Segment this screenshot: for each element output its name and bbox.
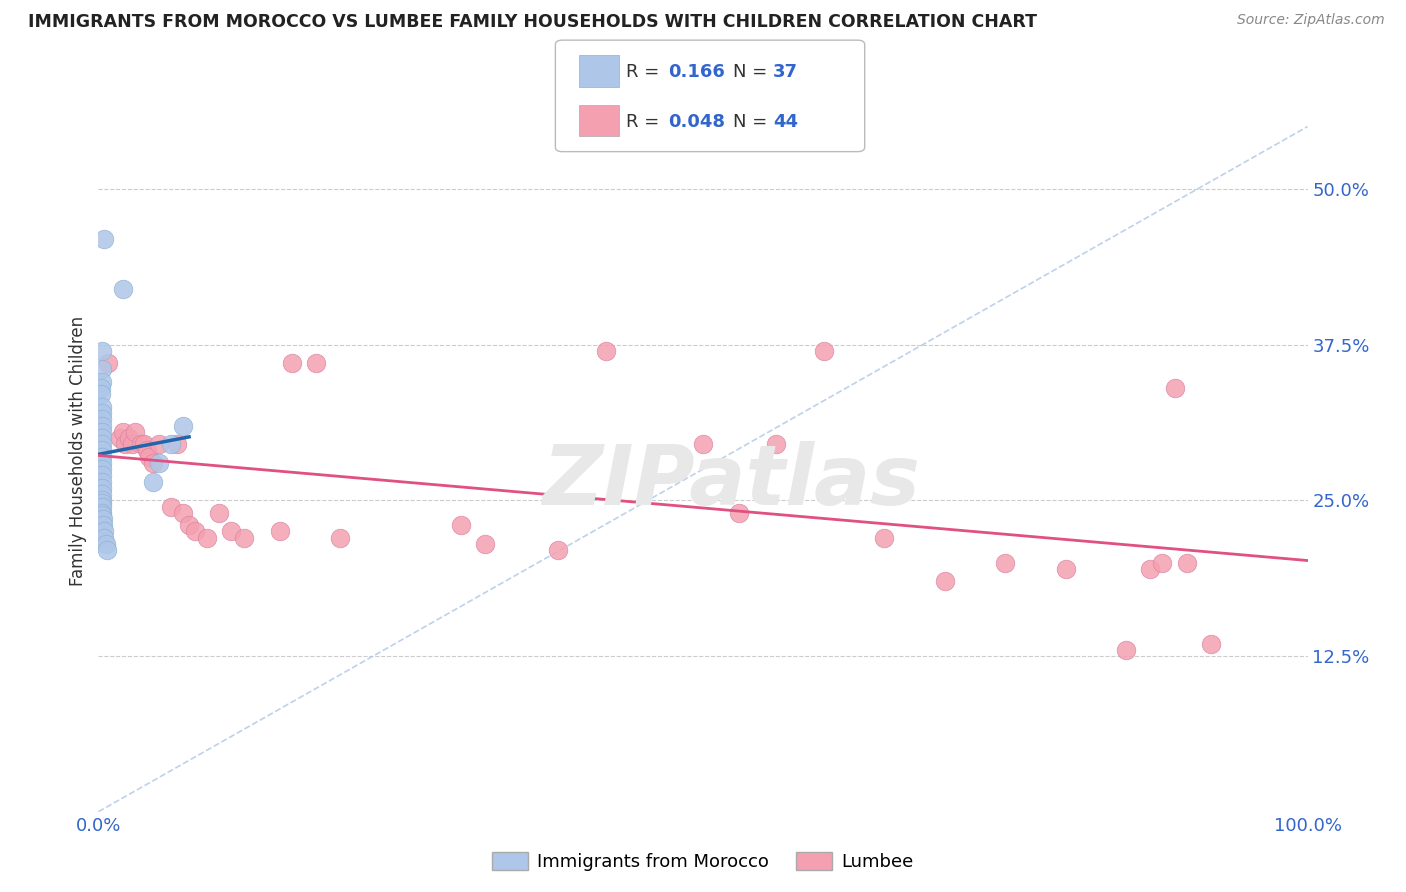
Text: 0.048: 0.048	[668, 113, 725, 131]
Point	[305, 356, 328, 370]
Text: 0.166: 0.166	[668, 63, 724, 81]
Point	[97, 356, 120, 370]
Point	[91, 487, 114, 501]
Point	[134, 437, 156, 451]
Point	[90, 381, 112, 395]
Point	[91, 450, 114, 464]
Point	[91, 437, 114, 451]
Point	[934, 574, 956, 589]
Text: IMMIGRANTS FROM MOROCCO VS LUMBEE FAMILY HOUSEHOLDS WITH CHILDREN CORRELATION CH: IMMIGRANTS FROM MOROCCO VS LUMBEE FAMILY…	[28, 13, 1038, 31]
Point	[160, 500, 183, 514]
Point	[873, 531, 896, 545]
Point	[329, 531, 352, 545]
Point	[138, 450, 160, 464]
Point	[91, 506, 114, 520]
Point	[91, 400, 114, 414]
Point	[195, 531, 218, 545]
Point	[91, 425, 114, 439]
Point	[91, 475, 114, 489]
Point	[1163, 381, 1185, 395]
Point	[93, 531, 115, 545]
Point	[148, 437, 170, 451]
Point	[91, 493, 114, 508]
Point	[1199, 636, 1222, 650]
Point	[1054, 562, 1077, 576]
Point	[91, 443, 114, 458]
Point	[91, 481, 114, 495]
Text: R =: R =	[626, 113, 665, 131]
Point	[692, 437, 714, 451]
Point	[269, 524, 291, 539]
Point	[142, 475, 165, 489]
Point	[1152, 556, 1174, 570]
Point	[765, 437, 787, 451]
Point	[1139, 562, 1161, 576]
Point	[108, 431, 131, 445]
Text: Source: ZipAtlas.com: Source: ZipAtlas.com	[1237, 13, 1385, 28]
Legend: Immigrants from Morocco, Lumbee: Immigrants from Morocco, Lumbee	[485, 845, 921, 879]
Point	[91, 412, 114, 426]
Point	[221, 524, 243, 539]
Point	[93, 524, 115, 539]
Point	[160, 437, 183, 451]
Point	[111, 281, 134, 295]
Point	[91, 496, 114, 510]
Point	[111, 425, 134, 439]
Point	[232, 531, 254, 545]
Point	[90, 387, 112, 401]
Point	[91, 431, 114, 445]
Point	[135, 443, 157, 458]
Point	[1175, 556, 1198, 570]
Point	[1115, 642, 1137, 657]
Point	[93, 232, 115, 246]
Point	[728, 506, 751, 520]
Point	[91, 375, 114, 389]
Point	[91, 456, 114, 470]
Point	[208, 506, 231, 520]
Point	[124, 425, 146, 439]
Point	[91, 362, 114, 376]
Point	[450, 518, 472, 533]
Point	[96, 543, 118, 558]
Point	[281, 356, 304, 370]
Text: N =: N =	[733, 113, 772, 131]
Text: ZIPatlas: ZIPatlas	[543, 442, 920, 522]
Point	[172, 506, 194, 520]
Point	[91, 508, 114, 523]
Point	[121, 437, 143, 451]
Point	[184, 524, 207, 539]
Point	[547, 543, 569, 558]
Point	[114, 437, 136, 451]
Point	[91, 468, 114, 483]
Point	[94, 537, 117, 551]
Point	[142, 456, 165, 470]
Point	[91, 406, 114, 420]
Point	[91, 418, 114, 433]
Text: 44: 44	[773, 113, 799, 131]
Point	[474, 537, 496, 551]
Text: 37: 37	[773, 63, 799, 81]
Point	[148, 456, 170, 470]
Point	[994, 556, 1017, 570]
Point	[595, 343, 617, 358]
Point	[91, 500, 114, 514]
Point	[129, 437, 152, 451]
Point	[91, 518, 114, 533]
Point	[91, 343, 114, 358]
Y-axis label: Family Households with Children: Family Households with Children	[69, 316, 87, 585]
Point	[91, 512, 114, 526]
Point	[118, 431, 141, 445]
Point	[166, 437, 188, 451]
Point	[172, 418, 194, 433]
Point	[179, 518, 201, 533]
Point	[813, 343, 835, 358]
Text: R =: R =	[626, 63, 665, 81]
Point	[91, 462, 114, 476]
Text: N =: N =	[733, 63, 772, 81]
